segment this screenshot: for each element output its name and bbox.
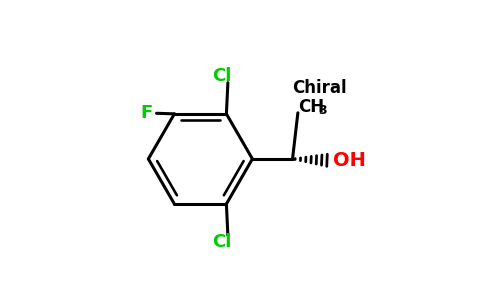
Text: 3: 3 [318,104,327,117]
Text: CH: CH [299,98,325,116]
Text: Cl: Cl [212,67,231,85]
Text: OH: OH [333,151,366,170]
Text: F: F [140,104,152,122]
Text: Cl: Cl [212,233,231,251]
Text: Chiral: Chiral [292,79,347,97]
